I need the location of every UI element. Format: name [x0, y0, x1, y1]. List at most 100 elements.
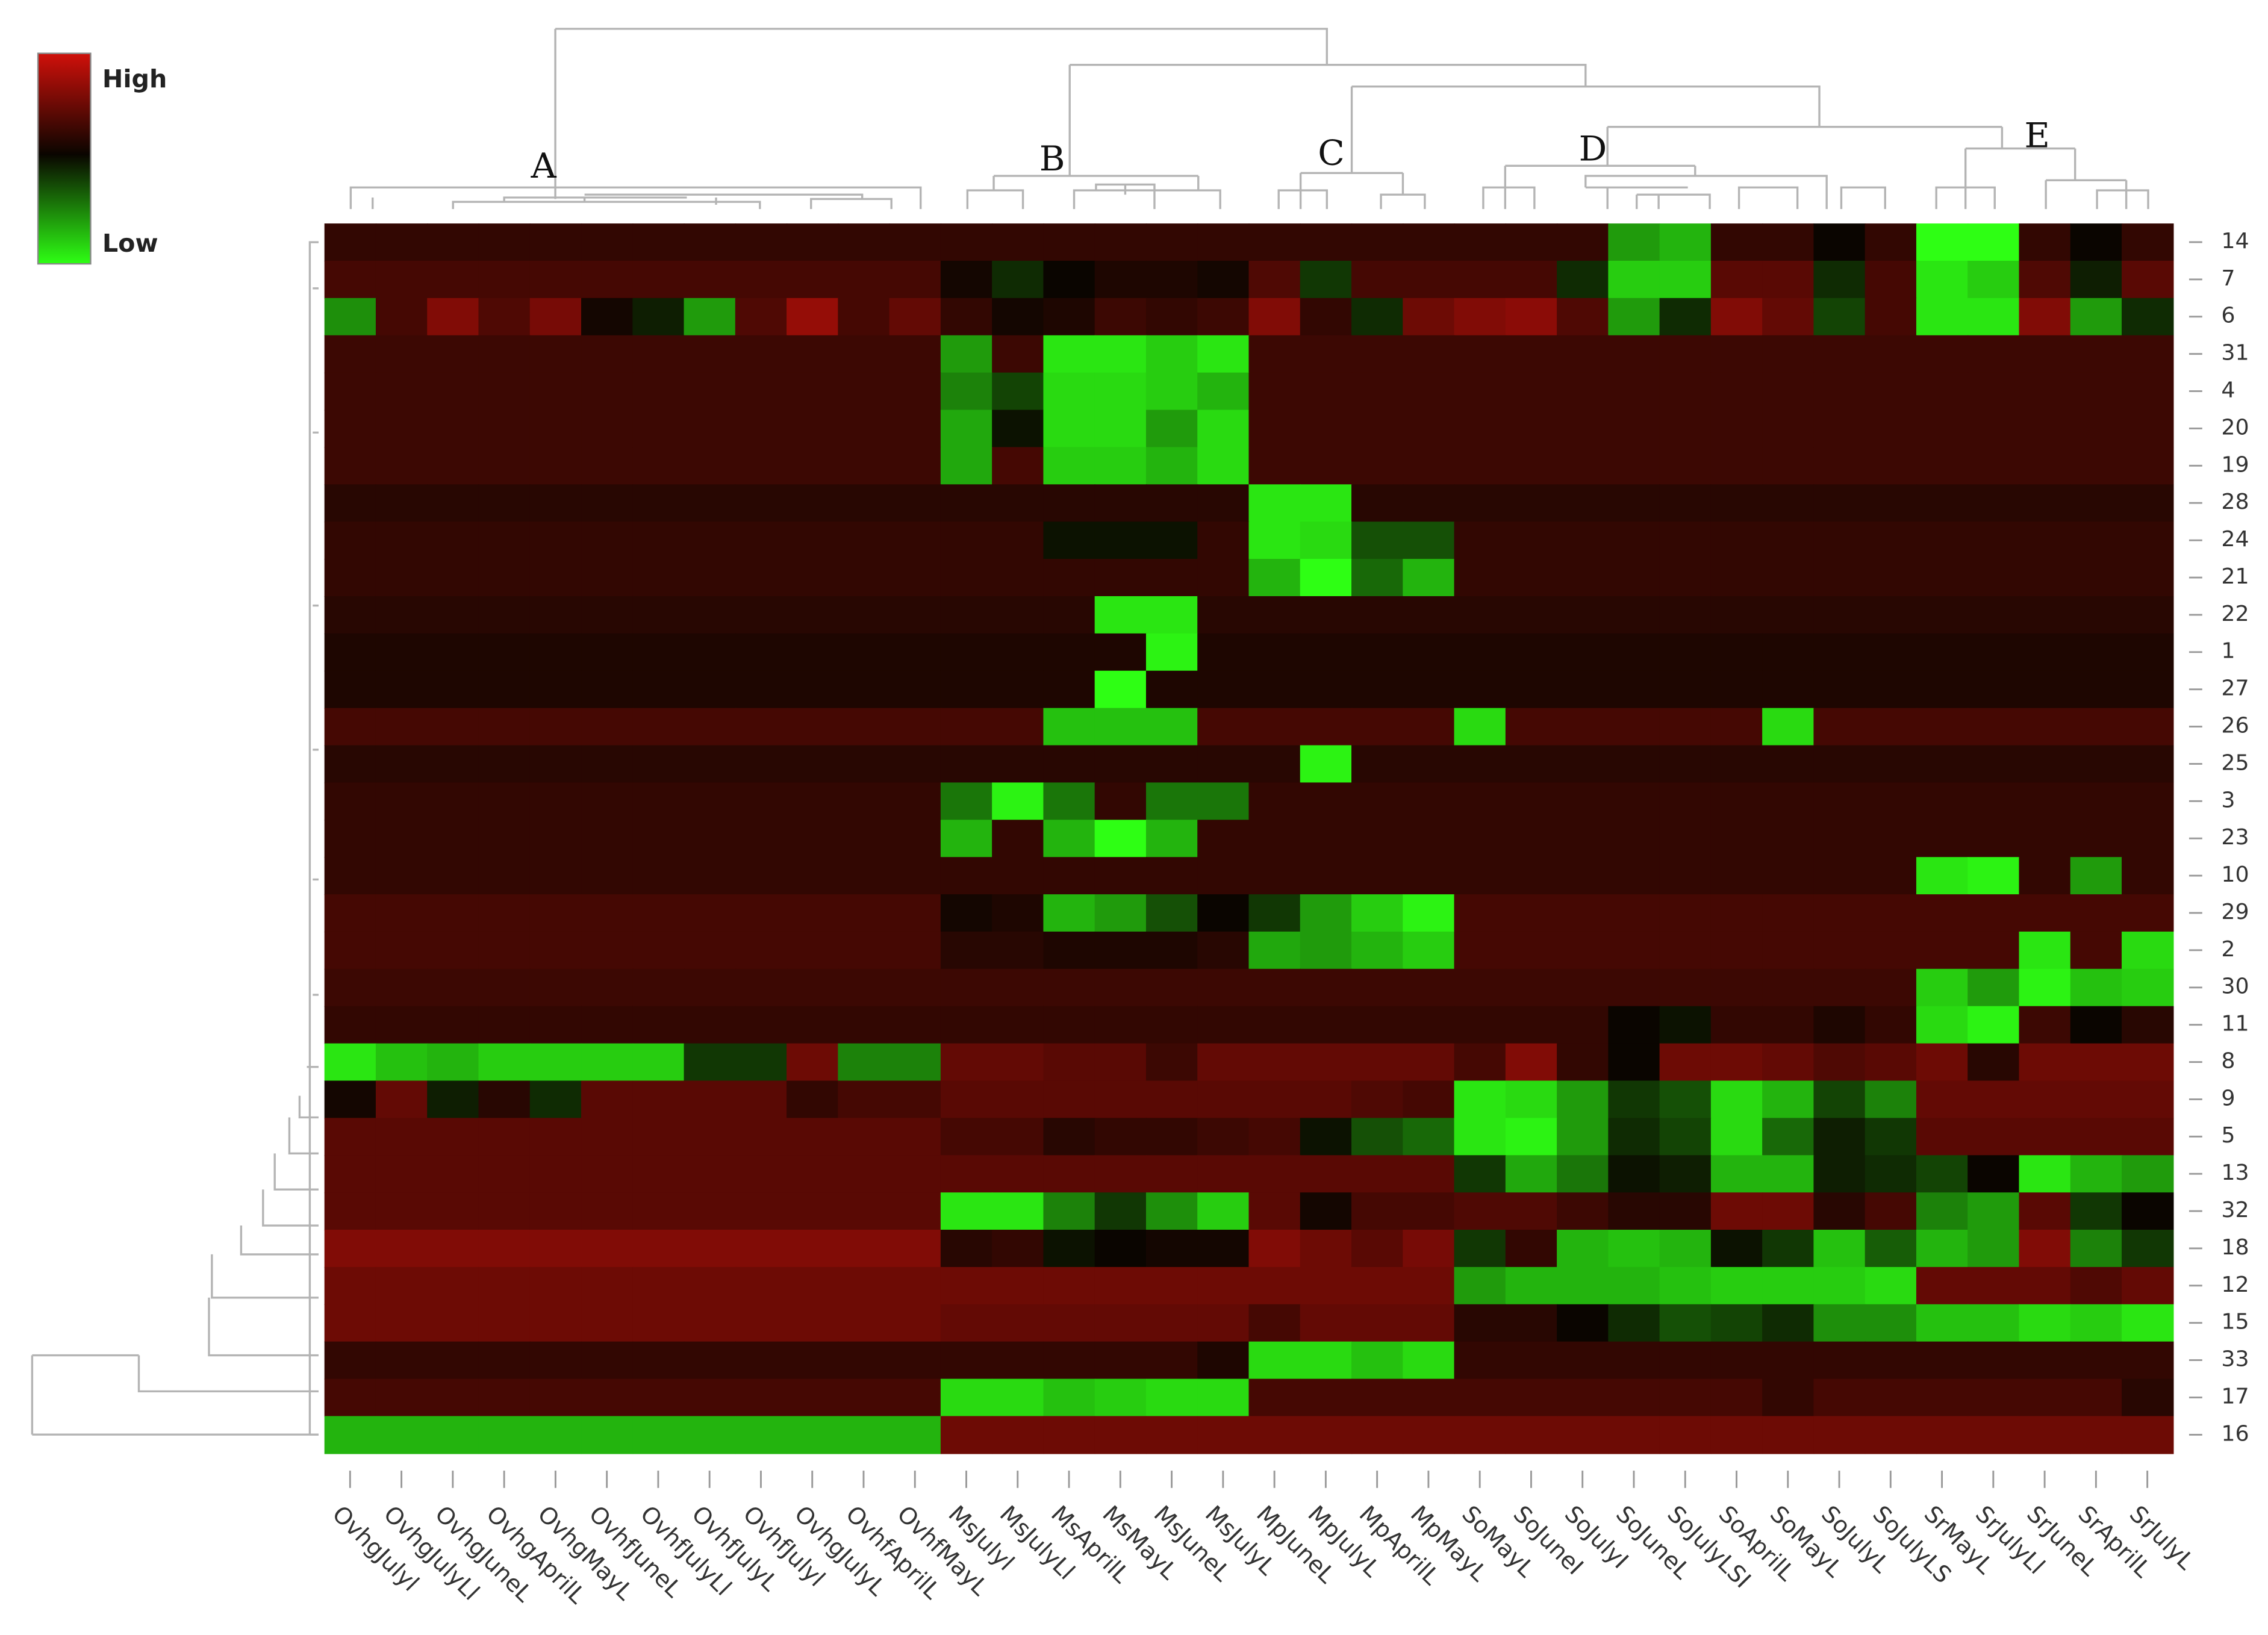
- heatmap-cell: [1248, 1378, 1301, 1417]
- heatmap-cell: [324, 670, 377, 709]
- heatmap-cell: [1300, 1341, 1353, 1380]
- heatmap-cell: [2019, 1043, 2071, 1082]
- heatmap-cell: [1557, 223, 1609, 262]
- heatmap-cell: [940, 260, 993, 299]
- heatmap-cell: [529, 372, 582, 411]
- heatmap-cell: [1608, 484, 1660, 523]
- heatmap-cell: [1043, 410, 1095, 448]
- heatmap-cell: [1813, 782, 1866, 821]
- y-tick-label: 15: [2221, 1309, 2249, 1334]
- heatmap-cell: [1248, 297, 1301, 336]
- heatmap-cell: [1762, 1043, 1815, 1082]
- heatmap-cell: [1813, 335, 1866, 373]
- heatmap-cell: [1967, 1304, 2020, 1342]
- heatmap-cell: [1403, 484, 1455, 523]
- heatmap-cell: [1094, 372, 1147, 411]
- heatmap-cell: [324, 1080, 377, 1119]
- heatmap-cell: [684, 297, 737, 336]
- heatmap-cell: [632, 931, 685, 970]
- heatmap-cell: [1351, 297, 1404, 336]
- heatmap-cell: [684, 522, 737, 560]
- heatmap-cell: [375, 968, 428, 1007]
- heatmap-cell: [684, 633, 737, 671]
- heatmap-cell: [787, 223, 839, 262]
- heatmap-cell: [992, 260, 1044, 299]
- heatmap-cell: [1813, 931, 1866, 970]
- heatmap-cell: [2019, 708, 2071, 746]
- heatmap-cell: [1505, 1416, 1558, 1454]
- heatmap-cell: [1916, 1266, 1969, 1305]
- heatmap-cell: [1608, 745, 1660, 783]
- heatmap-cell: [2122, 1118, 2174, 1156]
- heatmap-cell: [1659, 931, 1712, 970]
- heatmap-cell: [2070, 335, 2123, 373]
- heatmap-cell: [324, 1304, 377, 1342]
- heatmap-cell: [1454, 1378, 1507, 1417]
- heatmap-cell: [2019, 335, 2071, 373]
- heatmap-cell: [787, 1043, 839, 1082]
- heatmap-cell: [1659, 745, 1712, 783]
- heatmap-cell: [1248, 931, 1301, 970]
- heatmap-cell: [1043, 708, 1095, 746]
- heatmap-cell: [838, 1118, 890, 1156]
- heatmap-cell: [1145, 260, 1198, 299]
- heatmap-cell: [940, 857, 993, 895]
- heatmap-cell: [1197, 782, 1250, 821]
- heatmap-cell: [1865, 1080, 1918, 1119]
- heatmap-cell: [2070, 522, 2123, 560]
- heatmap-cell: [1094, 670, 1147, 709]
- heatmap-cell: [1351, 372, 1404, 411]
- heatmap-cell: [838, 297, 890, 336]
- heatmap-cell: [478, 1341, 531, 1380]
- heatmap-cell: [1094, 745, 1147, 783]
- heatmap-cell: [1865, 1266, 1918, 1305]
- heatmap-cell: [375, 708, 428, 746]
- heatmap-cell: [1505, 857, 1558, 895]
- heatmap-cell: [1967, 484, 2020, 523]
- heatmap-cell: [1608, 670, 1660, 709]
- heatmap-cell: [1403, 522, 1455, 560]
- heatmap-cell: [1916, 1118, 1969, 1156]
- heatmap-cell: [1710, 1230, 1763, 1268]
- heatmap-cell: [2070, 1341, 2123, 1380]
- heatmap-cell: [1916, 1304, 1969, 1342]
- heatmap-cell: [1916, 670, 1969, 709]
- heatmap-cell: [632, 1006, 685, 1044]
- heatmap-cell: [940, 410, 993, 448]
- heatmap-cell: [735, 1043, 788, 1082]
- heatmap-cell: [1197, 1043, 1250, 1082]
- heatmap-cell: [1454, 745, 1507, 783]
- heatmap-cell: [1813, 1416, 1866, 1454]
- heatmap-cell: [1865, 782, 1918, 821]
- heatmap-cell: [2019, 745, 2071, 783]
- y-tick-label: 6: [2221, 302, 2235, 328]
- heatmap-cell: [992, 1155, 1044, 1194]
- heatmap-cell: [1967, 559, 2020, 597]
- heatmap-cell: [1557, 596, 1609, 635]
- heatmap-cell: [1351, 1230, 1404, 1268]
- heatmap-cell: [1813, 1006, 1866, 1044]
- heatmap-cell: [1403, 782, 1455, 821]
- colorbar-low-label: Low: [102, 229, 158, 258]
- heatmap-cell: [684, 968, 737, 1007]
- heatmap-cell: [1145, 931, 1198, 970]
- heatmap-cell: [632, 484, 685, 523]
- heatmap-cell: [1043, 1080, 1095, 1119]
- heatmap-cell: [1248, 1192, 1301, 1231]
- heatmap-cell: [992, 297, 1044, 336]
- heatmap-cell: [529, 1304, 582, 1342]
- heatmap-cell: [632, 372, 685, 411]
- heatmap-cell: [992, 335, 1044, 373]
- heatmap-cell: [992, 1192, 1044, 1231]
- heatmap-cell: [940, 1192, 993, 1231]
- heatmap-cell: [1248, 1341, 1301, 1380]
- heatmap-cell: [838, 708, 890, 746]
- heatmap-cell: [2122, 1230, 2174, 1268]
- heatmap-cell: [1865, 1192, 1918, 1231]
- heatmap-cell: [529, 745, 582, 783]
- heatmap-cell: [684, 670, 737, 709]
- heatmap-cell: [735, 670, 788, 709]
- heatmap-cell: [787, 1341, 839, 1380]
- heatmap-cell: [1454, 1304, 1507, 1342]
- heatmap-cell: [1043, 335, 1095, 373]
